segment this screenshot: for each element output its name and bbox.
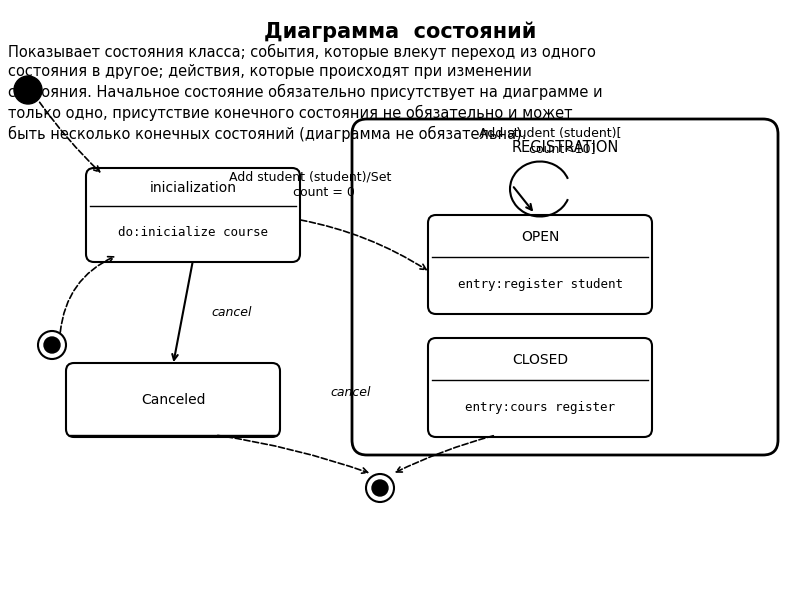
Circle shape	[14, 76, 42, 104]
Text: REGISTRATION: REGISTRATION	[511, 140, 618, 155]
Circle shape	[44, 337, 60, 353]
FancyBboxPatch shape	[86, 168, 300, 262]
FancyBboxPatch shape	[428, 215, 652, 314]
Circle shape	[372, 480, 388, 496]
FancyBboxPatch shape	[352, 119, 778, 455]
Circle shape	[366, 474, 394, 502]
Text: Canceled: Canceled	[141, 393, 206, 407]
Text: Диаграмма  состояний: Диаграмма состояний	[264, 22, 536, 43]
Text: OPEN: OPEN	[521, 230, 559, 244]
Text: entry:register student: entry:register student	[458, 278, 622, 291]
Text: Add student (student)[
      count<10]: Add student (student)[ count<10]	[478, 127, 622, 155]
Text: inicialization: inicialization	[150, 181, 237, 195]
Text: CLOSED: CLOSED	[512, 353, 568, 367]
Text: cancel: cancel	[330, 385, 370, 398]
FancyBboxPatch shape	[66, 363, 280, 437]
Text: cancel: cancel	[211, 306, 251, 319]
Text: Add student (student)/Set
       count = 0: Add student (student)/Set count = 0	[229, 171, 391, 199]
FancyBboxPatch shape	[428, 338, 652, 437]
Text: Показывает состояния класса; события, которые влекут переход из одного
состояния: Показывает состояния класса; события, ко…	[8, 44, 602, 142]
Text: entry:cours register: entry:cours register	[465, 401, 615, 414]
Circle shape	[38, 331, 66, 359]
Text: do:inicialize course: do:inicialize course	[118, 226, 268, 239]
